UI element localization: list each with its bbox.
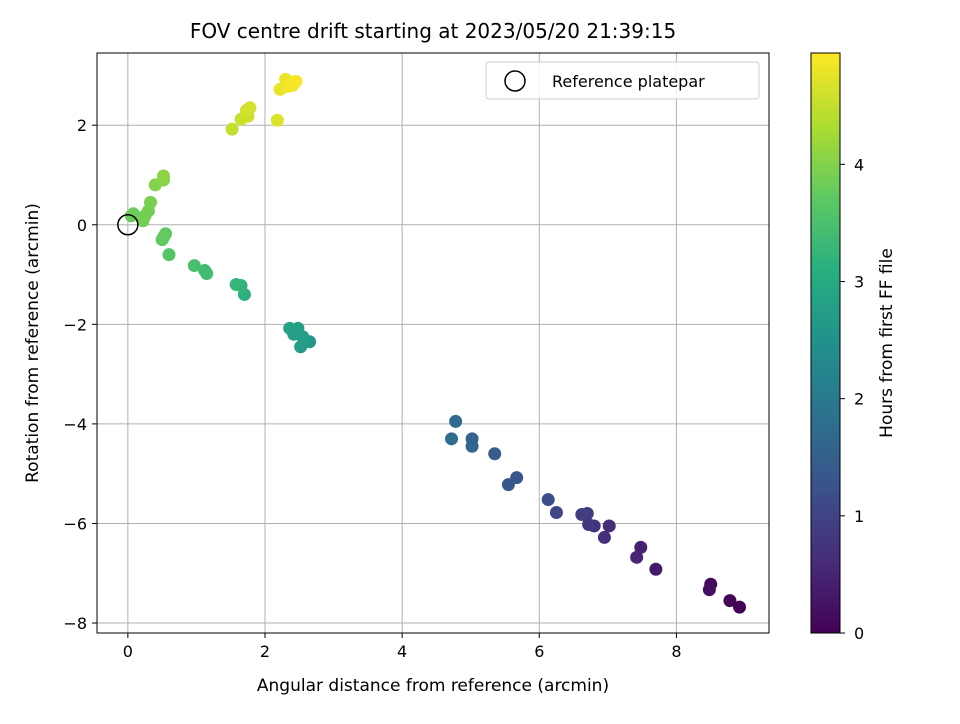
colorbar-tick-label: 4 (854, 155, 864, 174)
y-tick-label: −6 (63, 514, 87, 533)
data-point (162, 248, 176, 262)
legend-reference-marker (504, 70, 526, 92)
y-tick-label: −4 (63, 415, 87, 434)
reference-platepar-marker (117, 214, 139, 236)
axes-frame (96, 52, 770, 634)
y-tick-label: 0 (77, 216, 87, 235)
data-point (488, 447, 502, 461)
data-point (649, 562, 663, 576)
data-point (634, 540, 648, 554)
data-point (243, 101, 257, 115)
colorbar-tick-label: 2 (854, 390, 864, 409)
data-point (582, 517, 596, 531)
data-point (723, 594, 737, 608)
y-axis-label: Rotation from reference (arcmin) (23, 203, 43, 483)
colorbar-gradient (811, 53, 840, 633)
colorbar-frame (810, 52, 841, 634)
data-point (229, 278, 243, 292)
reference-marker-layer (117, 214, 139, 236)
legend-box (485, 61, 760, 100)
colorbar-ticks: 0 1 2 3 4 (840, 155, 864, 643)
data-point (143, 195, 157, 209)
legend-entry-label: Reference platepar (552, 72, 705, 91)
data-point (187, 259, 201, 273)
y-tick-label: −8 (63, 614, 87, 633)
data-point (157, 230, 171, 244)
x-tick-label: 0 (123, 642, 133, 661)
y-tick-label: −2 (63, 315, 87, 334)
data-point (157, 169, 171, 183)
data-point (630, 550, 644, 564)
colorbar: 0 1 2 3 4 Hours from first FF file (810, 52, 897, 643)
colorbar-tick-label: 3 (854, 272, 864, 291)
chart-title: FOV centre drift starting at 2023/05/20 … (190, 19, 676, 43)
colorbar-label: Hours from first FF file (877, 248, 897, 438)
data-point (597, 530, 611, 544)
data-points (124, 72, 747, 614)
x-tick-label: 6 (534, 642, 544, 661)
data-point (465, 439, 479, 453)
data-point (283, 321, 297, 335)
data-point (733, 600, 747, 614)
grid (97, 53, 769, 633)
data-point (445, 432, 459, 446)
x-tick-label: 4 (397, 642, 407, 661)
colorbar-tick-label: 1 (854, 507, 864, 526)
data-point (225, 122, 239, 136)
data-point (549, 506, 563, 520)
colorbar-tick-label: 0 (854, 624, 864, 643)
data-point (270, 113, 284, 127)
data-point (575, 508, 589, 522)
data-point (702, 583, 716, 597)
data-point (198, 264, 212, 278)
legend: Reference platepar (485, 61, 760, 100)
y-tick-label: 2 (77, 116, 87, 135)
axis-ticks: 0 2 4 6 8 −8 −6 −4 −2 0 2 (63, 116, 681, 661)
data-point (449, 414, 463, 428)
data-point (541, 493, 555, 507)
data-point (602, 519, 616, 533)
data-point (294, 340, 308, 354)
data-point (501, 478, 515, 492)
x-tick-label: 8 (671, 642, 681, 661)
data-point (289, 74, 303, 88)
x-tick-label: 2 (260, 642, 270, 661)
x-axis-label: Angular distance from reference (arcmin) (257, 676, 609, 696)
